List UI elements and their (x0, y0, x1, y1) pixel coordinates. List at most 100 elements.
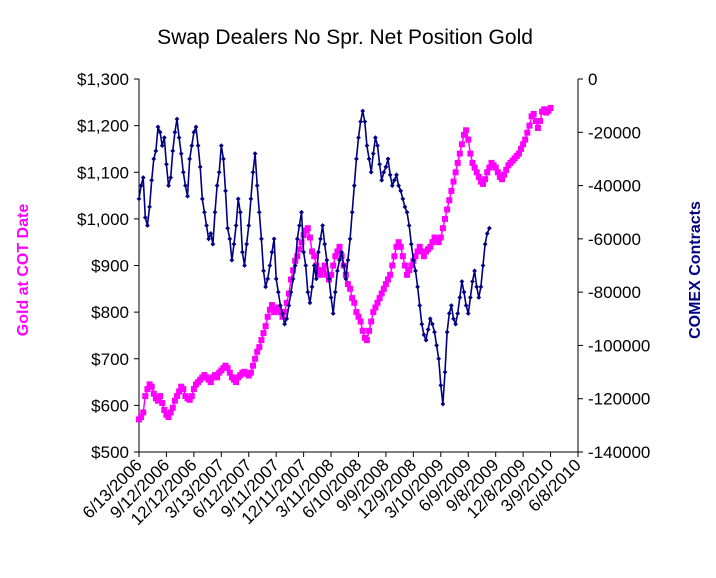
gold-price-point (174, 393, 180, 400)
comex-contracts-point (415, 284, 420, 290)
gold-price-point (258, 337, 265, 344)
gold-price-point (351, 299, 358, 306)
comex-contracts-point (214, 183, 220, 188)
gold-price-point (188, 393, 195, 400)
comex-contracts-point (174, 116, 180, 122)
gold-price-point (501, 171, 508, 178)
gold-price-point (155, 397, 161, 404)
comex-contracts-point (265, 276, 271, 282)
comex-contracts-point (242, 263, 247, 268)
comex-contracts-point (364, 143, 370, 149)
gold-price-point (266, 306, 273, 313)
y-left-tick-label: $800 (91, 303, 129, 322)
comex-contracts-point (206, 236, 212, 242)
gold-price-point (298, 239, 305, 246)
comex-contracts-point (275, 289, 281, 295)
comex-contracts-point (237, 209, 243, 215)
gold-price-point (148, 383, 155, 390)
gold-price-point (439, 225, 446, 232)
gold-price-point (416, 243, 423, 250)
gold-price-point (264, 313, 271, 320)
comex-contracts-point (379, 177, 385, 183)
gold-price-point (467, 150, 474, 157)
comex-contracts-point (176, 135, 182, 141)
comex-contracts-point (294, 236, 300, 242)
comex-contracts-point (138, 183, 144, 188)
comex-contracts-point (362, 119, 368, 125)
comex-contracts-point (423, 337, 429, 343)
comex-contracts-point (259, 236, 264, 242)
gold-price-point (323, 271, 330, 278)
gold-price-point (524, 129, 531, 136)
comex-contracts-point (311, 263, 317, 268)
comex-contracts-point (486, 225, 492, 231)
comex-contracts-point (432, 329, 437, 335)
gold-price-point (534, 125, 541, 131)
comex-contracts-point (326, 276, 332, 282)
gold-price-point (437, 234, 444, 241)
comex-contracts-point (280, 311, 285, 316)
comex-contracts-point (383, 164, 389, 170)
comex-contracts-point (278, 303, 283, 308)
gold-price-point (281, 309, 288, 316)
gold-price-point (454, 159, 461, 166)
comex-contracts-point (408, 241, 414, 247)
comex-contracts-point (145, 223, 150, 228)
gold-price-point (370, 309, 377, 316)
gold-price-point (285, 290, 292, 297)
comex-contracts-point (461, 289, 467, 295)
gold-price-point (475, 173, 482, 180)
gold-price-point (374, 299, 381, 306)
gold-price-point (140, 409, 147, 416)
comex-contracts-point (476, 295, 482, 300)
comex-contracts-point (261, 268, 266, 274)
y-left-tick-label: $1,100 (77, 163, 129, 182)
comex-contracts-point (170, 148, 176, 154)
y-right-tick-label: -140000 (588, 443, 650, 462)
comex-contracts-point (425, 327, 431, 332)
gold-price-point (260, 330, 267, 337)
gold-price-point (332, 253, 339, 260)
comex-contracts-point (417, 303, 423, 308)
comex-contracts-point (151, 156, 157, 162)
comex-contracts-point (155, 124, 161, 130)
gold-price-point (442, 215, 448, 222)
comex-contracts-point (400, 196, 406, 202)
gold-price-point (380, 285, 387, 292)
y-right-tick-label: -40000 (588, 177, 641, 196)
gold-price-point (161, 407, 168, 413)
gold-price-point (269, 302, 275, 309)
comex-contracts-point (290, 276, 296, 282)
gold-price-point (252, 355, 259, 362)
gold-price-point (254, 348, 261, 355)
comex-contracts-point (250, 169, 256, 175)
comex-contracts-point (474, 284, 480, 290)
gold-price-point (165, 414, 172, 420)
y-right-tick-label: -100000 (588, 336, 650, 355)
y-left-tick-label: $1,200 (77, 117, 129, 136)
gold-price-point (334, 248, 341, 255)
comex-contracts-point (341, 263, 347, 268)
gold-price-point (347, 285, 354, 292)
gold-price-point (275, 304, 282, 311)
comex-contracts-point (223, 188, 228, 194)
comex-contracts-point (149, 177, 155, 183)
comex-contracts-point (320, 223, 326, 228)
comex-contracts-point (159, 143, 165, 149)
gold-price-point (503, 166, 510, 173)
comex-contracts-point (453, 321, 458, 327)
comex-contracts-point (470, 279, 475, 284)
comex-contracts-point (459, 279, 465, 284)
comex-contracts-point (465, 311, 471, 316)
comex-contracts-point (233, 223, 239, 228)
comex-contracts-point (339, 249, 345, 255)
comex-contracts-point (229, 257, 235, 263)
gold-price-point (372, 304, 379, 311)
gold-price-point (518, 145, 524, 152)
comex-contracts-point (199, 196, 205, 202)
gold-price-point (176, 388, 183, 395)
comex-contracts-point (324, 257, 330, 263)
gold-price-point (444, 206, 451, 213)
y-left-tick-label: $600 (91, 396, 129, 415)
